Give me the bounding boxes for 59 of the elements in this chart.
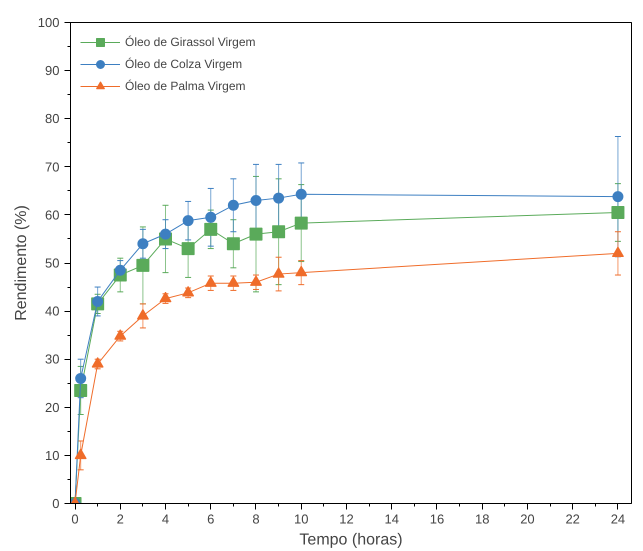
point <box>75 372 86 384</box>
point <box>114 264 126 276</box>
y-tick-label: 30 <box>45 352 60 367</box>
legend-label: Óleo de Girassol Virgem <box>125 35 256 49</box>
x-axis-title: Tempo (horas) <box>299 532 403 548</box>
point <box>182 215 194 226</box>
y-tick-label: 80 <box>45 111 60 126</box>
y-axis-title: Rendimento (%) <box>12 205 30 321</box>
x-tick-label: 20 <box>520 512 535 526</box>
point <box>204 276 217 287</box>
point <box>182 242 195 256</box>
point <box>227 276 240 287</box>
x-tick-label: 12 <box>339 512 354 526</box>
point <box>612 246 624 258</box>
point <box>250 275 262 286</box>
point <box>612 191 624 202</box>
y-tick-label: 50 <box>45 256 60 270</box>
x-tick-label: 22 <box>565 512 580 526</box>
x-tick-label: 16 <box>430 512 444 526</box>
x-tick-label: 6 <box>207 512 214 526</box>
x-tick-label: 24 <box>610 512 626 526</box>
legend-label: Óleo de Colza Virgem <box>125 57 242 71</box>
x-tick-label: 2 <box>116 512 124 526</box>
y-tick-label: 40 <box>45 304 60 319</box>
y-tick-label: 20 <box>45 400 60 415</box>
y-tick-label: 70 <box>45 159 60 174</box>
point <box>295 266 308 276</box>
point <box>136 309 149 320</box>
point <box>296 188 307 200</box>
x-tick-label: 0 <box>71 512 79 526</box>
x-tick-label: 8 <box>252 512 260 526</box>
y-tick-label: 10 <box>45 448 60 463</box>
point <box>611 206 624 219</box>
point <box>114 329 126 340</box>
x-tick-label: 10 <box>294 512 308 526</box>
legend-label: Óleo de Palma Virgem <box>125 79 246 93</box>
point <box>137 238 148 250</box>
x-tick-label: 4 <box>162 512 170 526</box>
point <box>92 357 104 368</box>
point <box>160 292 172 302</box>
y-tick-label: 60 <box>45 207 60 222</box>
point <box>226 237 240 250</box>
y-tick-label: 100 <box>38 15 60 30</box>
point <box>136 258 150 272</box>
point <box>204 222 218 236</box>
point <box>272 267 285 278</box>
y-tick-label: 90 <box>45 63 60 78</box>
point <box>160 228 172 240</box>
y-tick-label: 0 <box>52 496 60 511</box>
point <box>228 200 239 211</box>
point <box>250 194 262 206</box>
point <box>182 286 194 296</box>
x-tick-label: 18 <box>474 512 490 526</box>
point <box>249 228 262 241</box>
point <box>273 192 284 204</box>
point <box>74 448 87 460</box>
x-tick-label: 14 <box>384 512 399 526</box>
point <box>294 216 308 230</box>
point <box>272 225 286 238</box>
